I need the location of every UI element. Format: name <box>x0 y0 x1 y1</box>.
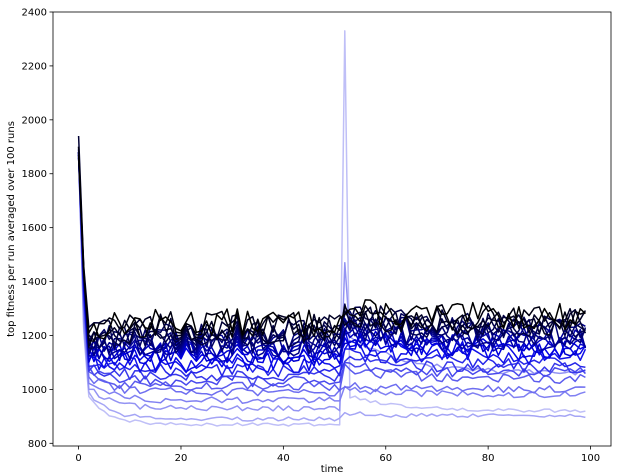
y-axis-ticks: 800 1000 1200 1400 1600 1800 2000 2200 2400 <box>22 8 53 450</box>
x-axis-label: time <box>321 464 344 475</box>
x-tick-label: 20 <box>175 453 188 464</box>
series-lines <box>77 30 587 427</box>
x-tick-label: 40 <box>277 453 290 464</box>
y-tick-label: 1200 <box>22 331 47 342</box>
series-line <box>77 157 587 358</box>
series-line <box>77 152 586 422</box>
series-line <box>77 157 586 397</box>
plot-area-frame <box>52 11 612 447</box>
series-line <box>77 154 586 340</box>
series-line <box>77 157 586 378</box>
series-line <box>77 149 587 351</box>
x-tick-label: 0 <box>75 453 81 464</box>
series-line <box>77 152 587 349</box>
series-line <box>77 152 586 404</box>
y-tick-label: 2400 <box>22 8 47 19</box>
y-tick-label: 2200 <box>22 61 47 72</box>
series-line <box>77 154 586 412</box>
series-line <box>77 154 587 373</box>
y-tick-label: 2000 <box>22 115 47 126</box>
y-axis-label: top fitness per run averaged over 100 ru… <box>6 121 17 337</box>
series-line <box>77 152 587 374</box>
y-tick-label: 1800 <box>22 169 47 180</box>
y-tick-label: 1000 <box>22 385 47 396</box>
series-line <box>77 30 586 427</box>
x-tick-label: 100 <box>581 453 600 464</box>
x-tick-label: 80 <box>482 453 495 464</box>
x-axis-ticks: 0 20 40 60 80 100 <box>75 446 600 464</box>
series-line <box>77 152 586 388</box>
y-tick-label: 1400 <box>22 277 47 288</box>
x-tick-label: 60 <box>379 453 392 464</box>
y-tick-label: 800 <box>28 439 47 450</box>
y-tick-label: 1600 <box>22 223 47 234</box>
